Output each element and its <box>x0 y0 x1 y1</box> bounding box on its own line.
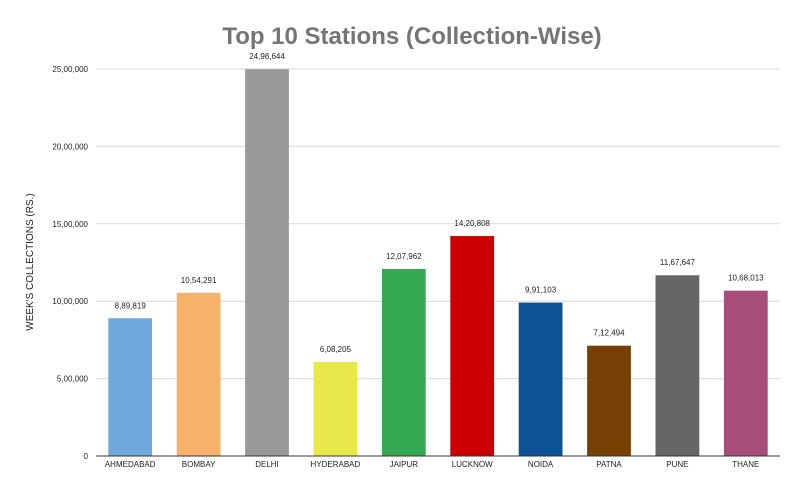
bars <box>108 69 768 457</box>
x-tick-label: DELHI <box>255 460 279 469</box>
x-tick-label: THANE <box>732 460 759 469</box>
data-label: 8,89,819 <box>115 301 147 310</box>
y-tick-label: 15,00,000 <box>52 220 88 229</box>
x-tick-label: PUNE <box>666 460 688 469</box>
bar-hyderabad <box>313 361 358 456</box>
data-label: 24,98,644 <box>249 52 285 61</box>
x-tick-label: PATNA <box>596 460 622 469</box>
data-labels: 8,89,819 10,54,291 24,98,644 6,08,205 12,07,… <box>115 52 765 354</box>
y-axis-label: WEEK'S COLLECTIONS (RS.) <box>25 193 36 331</box>
data-label: 9,91,103 <box>525 286 557 295</box>
bar-jaipur <box>381 269 426 456</box>
bar-thane <box>723 290 768 456</box>
data-label: 6,08,205 <box>320 345 352 354</box>
data-label: 7,12,494 <box>593 329 625 338</box>
x-tick-label: NOIDA <box>528 460 554 469</box>
y-axis-ticks: 0 5,00,000 10,00,000 15,00,000 20,00,000 25,0… <box>52 65 88 461</box>
y-tick-label: 20,00,000 <box>52 142 88 151</box>
y-tick-label: 0 <box>84 452 89 461</box>
x-tick-label: HYDERABAD <box>311 460 361 469</box>
data-label: 12,07,962 <box>386 252 422 261</box>
data-label: 10,54,291 <box>181 276 217 285</box>
bar-patna <box>587 345 631 456</box>
y-tick-label: 10,00,000 <box>52 297 88 306</box>
x-axis-ticks: AHMEDABAD BOMBAY DELHI HYDERABAD JAIPUR LUCKN… <box>105 460 760 469</box>
bar-bombay <box>176 292 221 456</box>
y-tick-label: 5,00,000 <box>57 375 89 384</box>
chart-title: Top 10 Stations (Collection-Wise) <box>222 23 601 50</box>
data-label: 11,67,647 <box>660 258 696 267</box>
x-tick-label: JAIPUR <box>390 460 419 469</box>
x-tick-label: LUCKNOW <box>452 460 493 469</box>
bar-ahmedabad <box>108 318 153 456</box>
x-tick-label: AHMEDABAD <box>105 460 156 469</box>
x-tick-label: BOMBAY <box>182 460 216 469</box>
y-tick-label: 25,00,000 <box>52 65 88 74</box>
bar-noida <box>518 302 563 456</box>
bar-pune <box>655 275 700 456</box>
data-label: 10,68,013 <box>728 274 764 283</box>
data-label: 14,20,808 <box>454 219 490 228</box>
bar-lucknow <box>450 236 495 456</box>
bar-delhi <box>245 69 289 457</box>
